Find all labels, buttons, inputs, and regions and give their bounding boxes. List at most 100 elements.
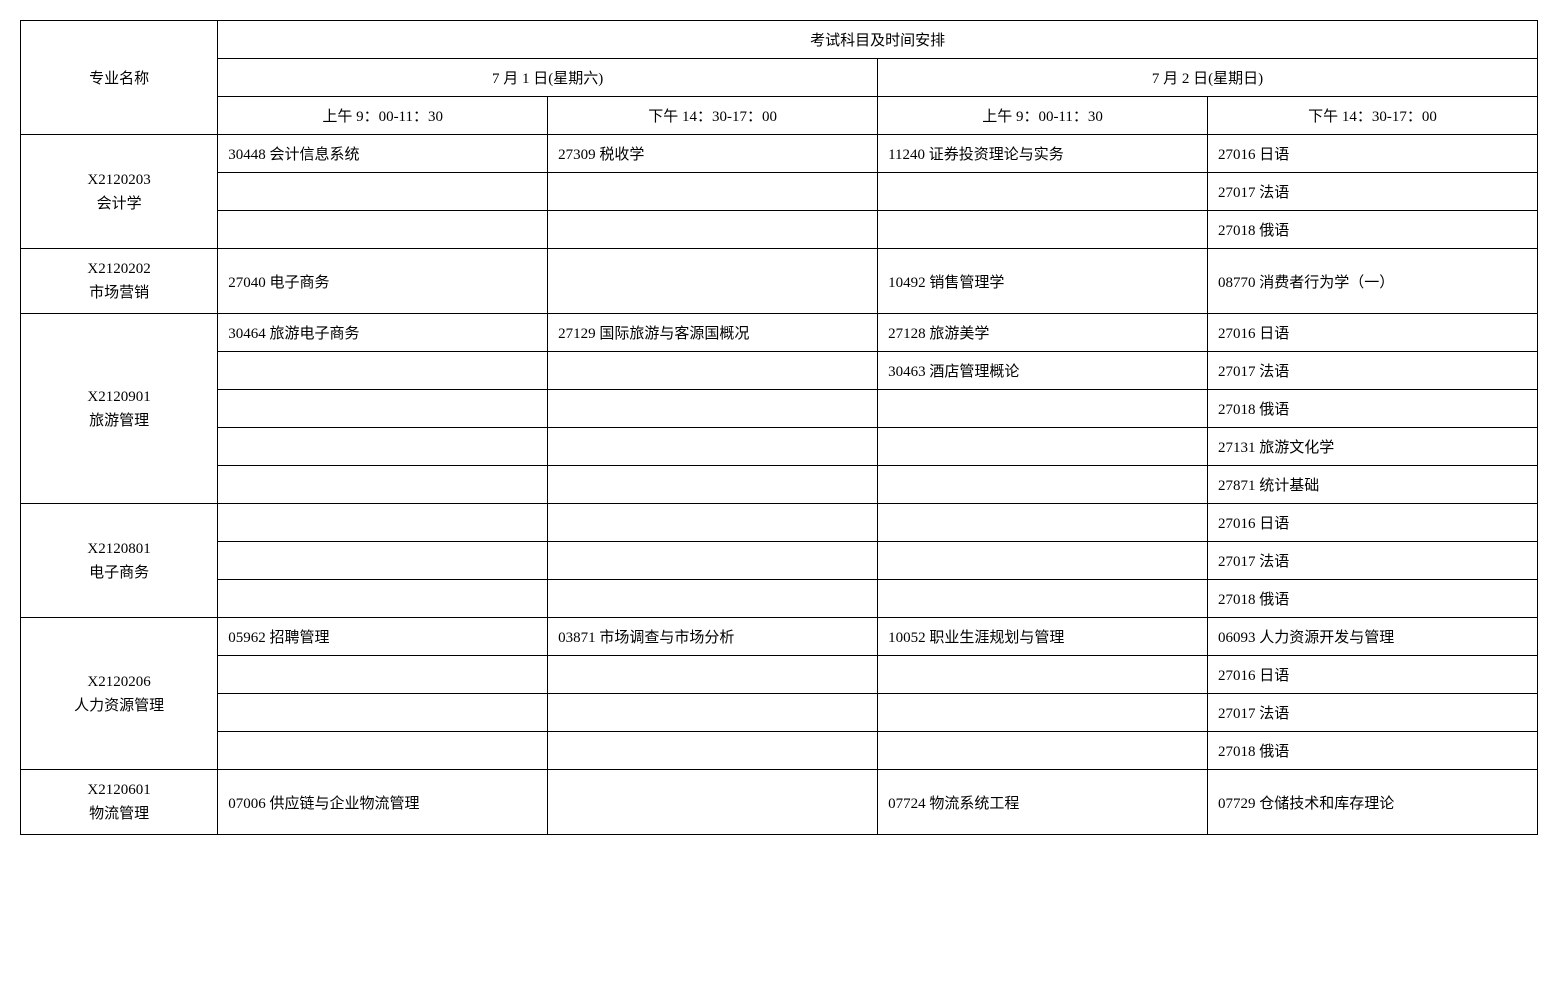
header-day2-am: 上午 9：00-11：30 [878,97,1208,135]
header-day1-pm: 下午 14：30-17：00 [548,97,878,135]
table-row: X2120203会计学30448 会计信息系统27309 税收学11240 证券… [21,135,1538,173]
course-cell [548,732,878,770]
exam-schedule-table: 专业名称 考试科目及时间安排 7 月 1 日(星期六) 7 月 2 日(星期日)… [20,20,1538,835]
course-cell [218,656,548,694]
course-cell [548,466,878,504]
course-cell [218,466,548,504]
table-row: 30463 酒店管理概论27017 法语 [21,352,1538,390]
course-cell: 27018 俄语 [1208,211,1538,249]
course-cell: 27018 俄语 [1208,732,1538,770]
header-day1-am: 上午 9：00-11：30 [218,97,548,135]
course-cell [548,211,878,249]
course-cell [878,390,1208,428]
table-header: 专业名称 考试科目及时间安排 7 月 1 日(星期六) 7 月 2 日(星期日)… [21,21,1538,135]
table-row: X2120206人力资源管理05962 招聘管理03871 市场调查与市场分析1… [21,618,1538,656]
course-cell [548,504,878,542]
course-cell: 07729 仓储技术和库存理论 [1208,770,1538,835]
course-cell [548,428,878,466]
course-cell [878,504,1208,542]
course-cell [218,352,548,390]
course-cell: 27017 法语 [1208,694,1538,732]
major-code: X2120901 [31,385,207,409]
header-day2-pm: 下午 14：30-17：00 [1208,97,1538,135]
course-cell: 27016 日语 [1208,504,1538,542]
course-cell: 07006 供应链与企业物流管理 [218,770,548,835]
header-major: 专业名称 [21,21,218,135]
major-cell: X2120901旅游管理 [21,314,218,504]
course-cell [878,211,1208,249]
course-cell [218,211,548,249]
header-day1: 7 月 1 日(星期六) [218,59,878,97]
course-cell: 27016 日语 [1208,314,1538,352]
table-row: X2120801电子商务27016 日语 [21,504,1538,542]
table-body: X2120203会计学30448 会计信息系统27309 税收学11240 证券… [21,135,1538,835]
table-row: X2120202市场营销27040 电子商务 10492 销售管理学08770 消… [21,249,1538,314]
course-cell [218,428,548,466]
course-cell [218,580,548,618]
course-cell: 06093 人力资源开发与管理 [1208,618,1538,656]
course-cell: 27129 国际旅游与客源国概况 [548,314,878,352]
course-cell [548,249,878,314]
course-cell: 27131 旅游文化学 [1208,428,1538,466]
course-cell: 11240 证券投资理论与实务 [878,135,1208,173]
major-code: X2120206 [31,670,207,694]
table-row: 27018 俄语 [21,211,1538,249]
course-cell: 27017 法语 [1208,542,1538,580]
header-day2: 7 月 2 日(星期日) [878,59,1538,97]
table-row: 27871 统计基础 [21,466,1538,504]
course-cell [878,542,1208,580]
course-cell: 08770 消费者行为学（一） [1208,249,1538,314]
table-row: X2120601物流管理07006 供应链与企业物流管理07724 物流系统工程… [21,770,1538,835]
major-name: 会计学 [31,192,207,216]
course-cell: 30448 会计信息系统 [218,135,548,173]
course-cell: 27040 电子商务 [218,249,548,314]
course-cell: 30464 旅游电子商务 [218,314,548,352]
table-row: 27018 俄语 [21,580,1538,618]
course-cell [878,466,1208,504]
table-row: X2120901旅游管理30464 旅游电子商务27129 国际旅游与客源国概况… [21,314,1538,352]
course-cell [548,580,878,618]
major-name: 市场营销 [31,281,207,305]
course-cell [878,732,1208,770]
course-cell [218,504,548,542]
major-code: X2120203 [31,168,207,192]
course-cell [548,390,878,428]
major-cell: X2120601物流管理 [21,770,218,835]
table-row: 27018 俄语 [21,732,1538,770]
course-cell: 27016 日语 [1208,135,1538,173]
table-row: 27017 法语 [21,694,1538,732]
course-cell [218,694,548,732]
major-cell: X2120202市场营销 [21,249,218,314]
course-cell [878,580,1208,618]
course-cell [878,694,1208,732]
course-cell [548,542,878,580]
major-cell: X2120206人力资源管理 [21,618,218,770]
course-cell: 27017 法语 [1208,173,1538,211]
course-cell: 07724 物流系统工程 [878,770,1208,835]
table-row: 27016 日语 [21,656,1538,694]
major-name: 电子商务 [31,561,207,585]
course-cell [218,542,548,580]
course-cell: 10492 销售管理学 [878,249,1208,314]
major-cell: X2120801电子商务 [21,504,218,618]
major-name: 物流管理 [31,802,207,826]
course-cell [878,173,1208,211]
course-cell [218,390,548,428]
table-row: 27131 旅游文化学 [21,428,1538,466]
course-cell [548,173,878,211]
course-cell [548,770,878,835]
course-cell: 27016 日语 [1208,656,1538,694]
course-cell [548,352,878,390]
course-cell: 05962 招聘管理 [218,618,548,656]
course-cell: 27128 旅游美学 [878,314,1208,352]
course-cell [218,732,548,770]
course-cell: 27309 税收学 [548,135,878,173]
major-name: 旅游管理 [31,409,207,433]
table-row: 27017 法语 [21,542,1538,580]
table-row: 27018 俄语 [21,390,1538,428]
major-code: X2120601 [31,778,207,802]
major-code: X2120801 [31,537,207,561]
table-row: 27017 法语 [21,173,1538,211]
major-cell: X2120203会计学 [21,135,218,249]
course-cell [878,428,1208,466]
